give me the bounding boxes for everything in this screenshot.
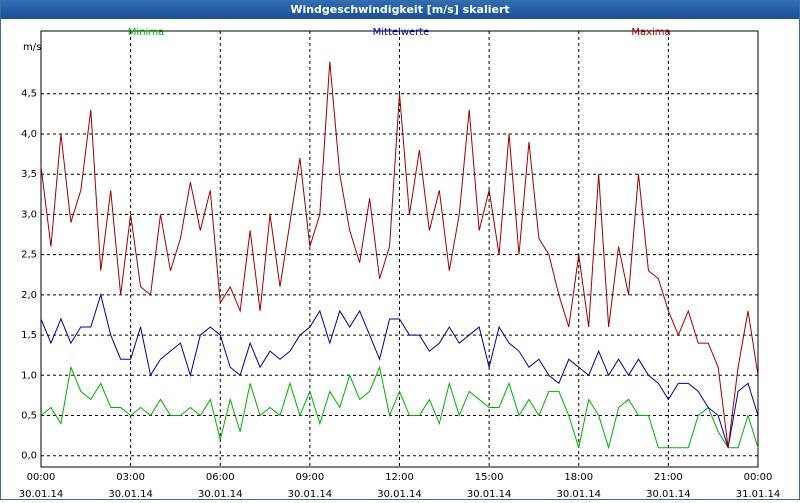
y-tick-label: 4,0 — [21, 129, 37, 140]
data-line — [40, 61, 759, 448]
y-tick-label: 0,0 — [21, 451, 37, 462]
x-tick-label: 06:00 30.01.14 — [197, 472, 243, 500]
data-line — [40, 292, 759, 448]
legend-entry: Maxima — [631, 27, 670, 38]
chart-title: Windgeschwindigkeit [m/s] skaliert — [1, 1, 799, 19]
x-tick-label: 15:00 30.01.14 — [466, 472, 512, 500]
x-tick-label: 00:00 31.01.14 — [735, 472, 781, 500]
y-tick-label: 0,5 — [21, 411, 37, 422]
x-tick-label: 12:00 30.01.14 — [377, 472, 422, 500]
legend-entry: Mittelwerte — [373, 27, 430, 38]
y-tick-label: 4,5 — [21, 89, 37, 100]
x-tick-label: 03:00 30.01.14 — [108, 472, 153, 500]
y-tick-label: 1,5 — [21, 330, 37, 341]
x-tick-label: 00:00 30.01.14 — [18, 472, 64, 500]
y-axis-label: m/s — [23, 42, 41, 53]
data-line — [40, 365, 759, 450]
y-tick-label: 2,0 — [21, 290, 37, 301]
x-tick-label: 18:00 30.01.14 — [556, 472, 602, 500]
y-tick-label: 3,0 — [21, 209, 37, 220]
y-tick-label: 1,0 — [21, 370, 37, 381]
x-tick-label: 09:00 30.01.14 — [287, 472, 333, 500]
y-tick-label: 3,5 — [21, 169, 37, 180]
legend-entry: Minima — [128, 27, 164, 38]
x-tick-label: 21:00 30.01.14 — [646, 472, 691, 500]
y-tick-label: 2,5 — [21, 250, 37, 261]
